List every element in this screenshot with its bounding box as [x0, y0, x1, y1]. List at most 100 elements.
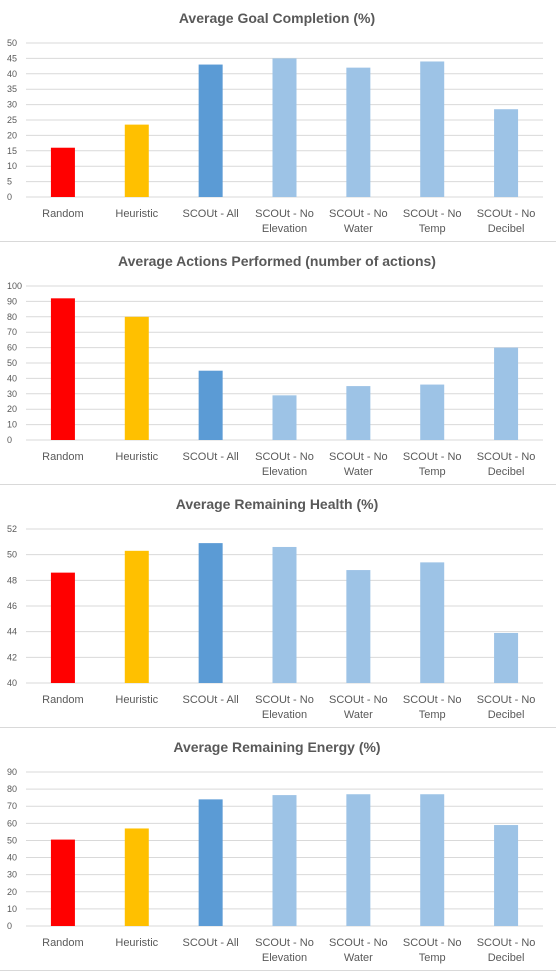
y-tick-label: 35 [7, 84, 17, 94]
bar-scout-no-water [346, 570, 371, 683]
bar-scout-no-decibel [494, 825, 519, 926]
y-tick-label: 80 [7, 312, 17, 322]
y-tick-label: 10 [7, 420, 17, 430]
x-category-label: Water [344, 952, 373, 964]
bar-heuristic [124, 828, 149, 926]
bar-scout-no-water [346, 67, 371, 197]
bar-scout-no-water [346, 794, 371, 926]
x-category-label: SCOUt - All [183, 694, 239, 706]
x-category-label: SCOUt - No [403, 937, 462, 949]
x-category-label: SCOUt - All [183, 937, 239, 949]
bar-scout-no-water [346, 386, 371, 440]
chart-panel-remaining-health: Average Remaining Health (%) 40 42 44 46 48 50… [0, 486, 556, 728]
y-tick-label: 45 [7, 53, 17, 63]
y-tick-label: 0 [7, 435, 12, 445]
y-tick-label: 46 [7, 601, 17, 611]
x-category-label: SCOUt - No [329, 937, 388, 949]
x-category-label: Temp [419, 223, 446, 235]
x-category-label: Elevation [262, 952, 307, 964]
x-category-label: Decibel [488, 466, 525, 478]
x-category-label: Random [42, 451, 84, 463]
x-category-label: SCOUt - No [255, 208, 314, 220]
chart-title: Average Goal Completion (%) [179, 10, 375, 26]
chart-goal-completion: Average Goal Completion (%) 0 5 10 15 20 25 30 3… [7, 10, 543, 235]
bar-scout-no-temp [420, 61, 445, 198]
y-tick-label: 60 [7, 343, 17, 353]
x-category-label: Water [344, 223, 373, 235]
x-category-label: SCOUt - No [403, 451, 462, 463]
x-category-label: Elevation [262, 223, 307, 235]
y-tick-label: 20 [7, 130, 17, 140]
x-category-label: Heuristic [115, 208, 158, 220]
y-tick-label: 5 [7, 177, 12, 187]
y-tick-label: 10 [7, 161, 17, 171]
x-category-label: SCOUt - No [329, 694, 388, 706]
x-category-label: SCOUt - No [255, 451, 314, 463]
y-tick-label: 50 [7, 835, 17, 845]
chart-panel-remaining-energy: Average Remaining Energy (%) 0 10 20 30 40 50 6… [0, 729, 556, 971]
y-tick-label: 100 [7, 281, 22, 291]
x-category-label: Elevation [262, 466, 307, 478]
bar-scout-all [198, 64, 223, 197]
y-tick-label: 40 [7, 678, 17, 688]
y-tick-label: 30 [7, 870, 17, 880]
x-category-label: Temp [419, 709, 446, 721]
x-category-label: Elevation [262, 709, 307, 721]
y-tick-label: 42 [7, 652, 17, 662]
bar-heuristic [124, 124, 149, 197]
bar-scout-no-temp [420, 562, 445, 683]
y-tick-label: 20 [7, 404, 17, 414]
x-category-label: SCOUt - No [477, 451, 536, 463]
y-tick-label: 50 [7, 358, 17, 368]
bar-scout-no-elevation [272, 395, 297, 440]
y-tick-label: 80 [7, 784, 17, 794]
bar-random [50, 298, 75, 440]
y-tick-label: 90 [7, 767, 17, 777]
y-tick-label: 40 [7, 373, 17, 383]
bar-scout-no-temp [420, 384, 445, 440]
x-category-label: SCOUt - No [403, 694, 462, 706]
y-tick-label: 30 [7, 100, 17, 110]
y-tick-label: 25 [7, 115, 17, 125]
bar-heuristic [124, 316, 149, 440]
x-category-label: SCOUt - All [183, 451, 239, 463]
x-category-label: SCOUt - No [329, 451, 388, 463]
x-category-label: SCOUt - No [477, 208, 536, 220]
y-tick-label: 70 [7, 327, 17, 337]
x-category-label: Random [42, 694, 84, 706]
y-tick-label: 60 [7, 818, 17, 828]
y-tick-label: 90 [7, 296, 17, 306]
x-category-label: Random [42, 937, 84, 949]
x-category-label: SCOUt - No [329, 208, 388, 220]
bar-scout-all [198, 543, 223, 683]
bar-scout-no-temp [420, 794, 445, 926]
y-tick-label: 40 [7, 69, 17, 79]
chart-actions-performed: Average Actions Performed (number of act… [7, 253, 543, 478]
y-tick-label: 20 [7, 887, 17, 897]
x-category-label: SCOUt - No [255, 694, 314, 706]
y-tick-label: 10 [7, 904, 17, 914]
y-tick-label: 70 [7, 801, 17, 811]
bar-scout-no-elevation [272, 795, 297, 926]
y-tick-label: 50 [7, 38, 17, 48]
bar-random [50, 839, 75, 926]
y-tick-label: 0 [7, 921, 12, 931]
chart-panel-actions-performed: Average Actions Performed (number of act… [0, 243, 556, 485]
x-category-label: Decibel [488, 223, 525, 235]
x-category-label: Water [344, 466, 373, 478]
x-category-label: SCOUt - No [255, 937, 314, 949]
x-category-label: Water [344, 709, 373, 721]
bar-scout-no-decibel [494, 632, 519, 683]
x-category-label: Decibel [488, 709, 525, 721]
bar-random [50, 147, 75, 197]
chart-panel-goal-completion: Average Goal Completion (%) 0 5 10 15 20 25 30 3… [0, 0, 556, 242]
bar-scout-no-decibel [494, 347, 519, 440]
x-category-label: Random [42, 208, 84, 220]
chart-remaining-energy: Average Remaining Energy (%) 0 10 20 30 40 50 6… [7, 739, 543, 964]
x-category-label: Decibel [488, 952, 525, 964]
bar-scout-all [198, 370, 223, 440]
bar-heuristic [124, 550, 149, 683]
bar-scout-no-elevation [272, 58, 297, 198]
x-category-label: Heuristic [115, 451, 158, 463]
y-tick-label: 50 [7, 550, 17, 560]
